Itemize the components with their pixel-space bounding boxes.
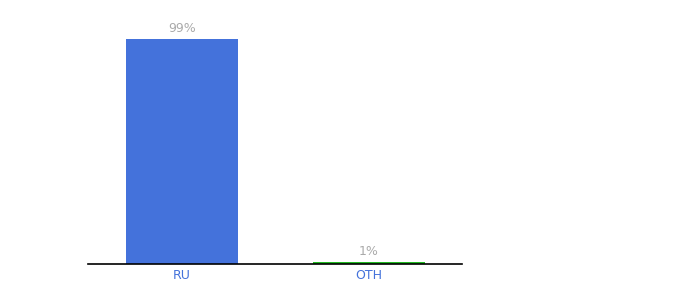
Text: 1%: 1% xyxy=(359,245,379,258)
Bar xyxy=(313,262,425,264)
Text: 99%: 99% xyxy=(168,22,196,35)
Bar xyxy=(126,38,238,264)
